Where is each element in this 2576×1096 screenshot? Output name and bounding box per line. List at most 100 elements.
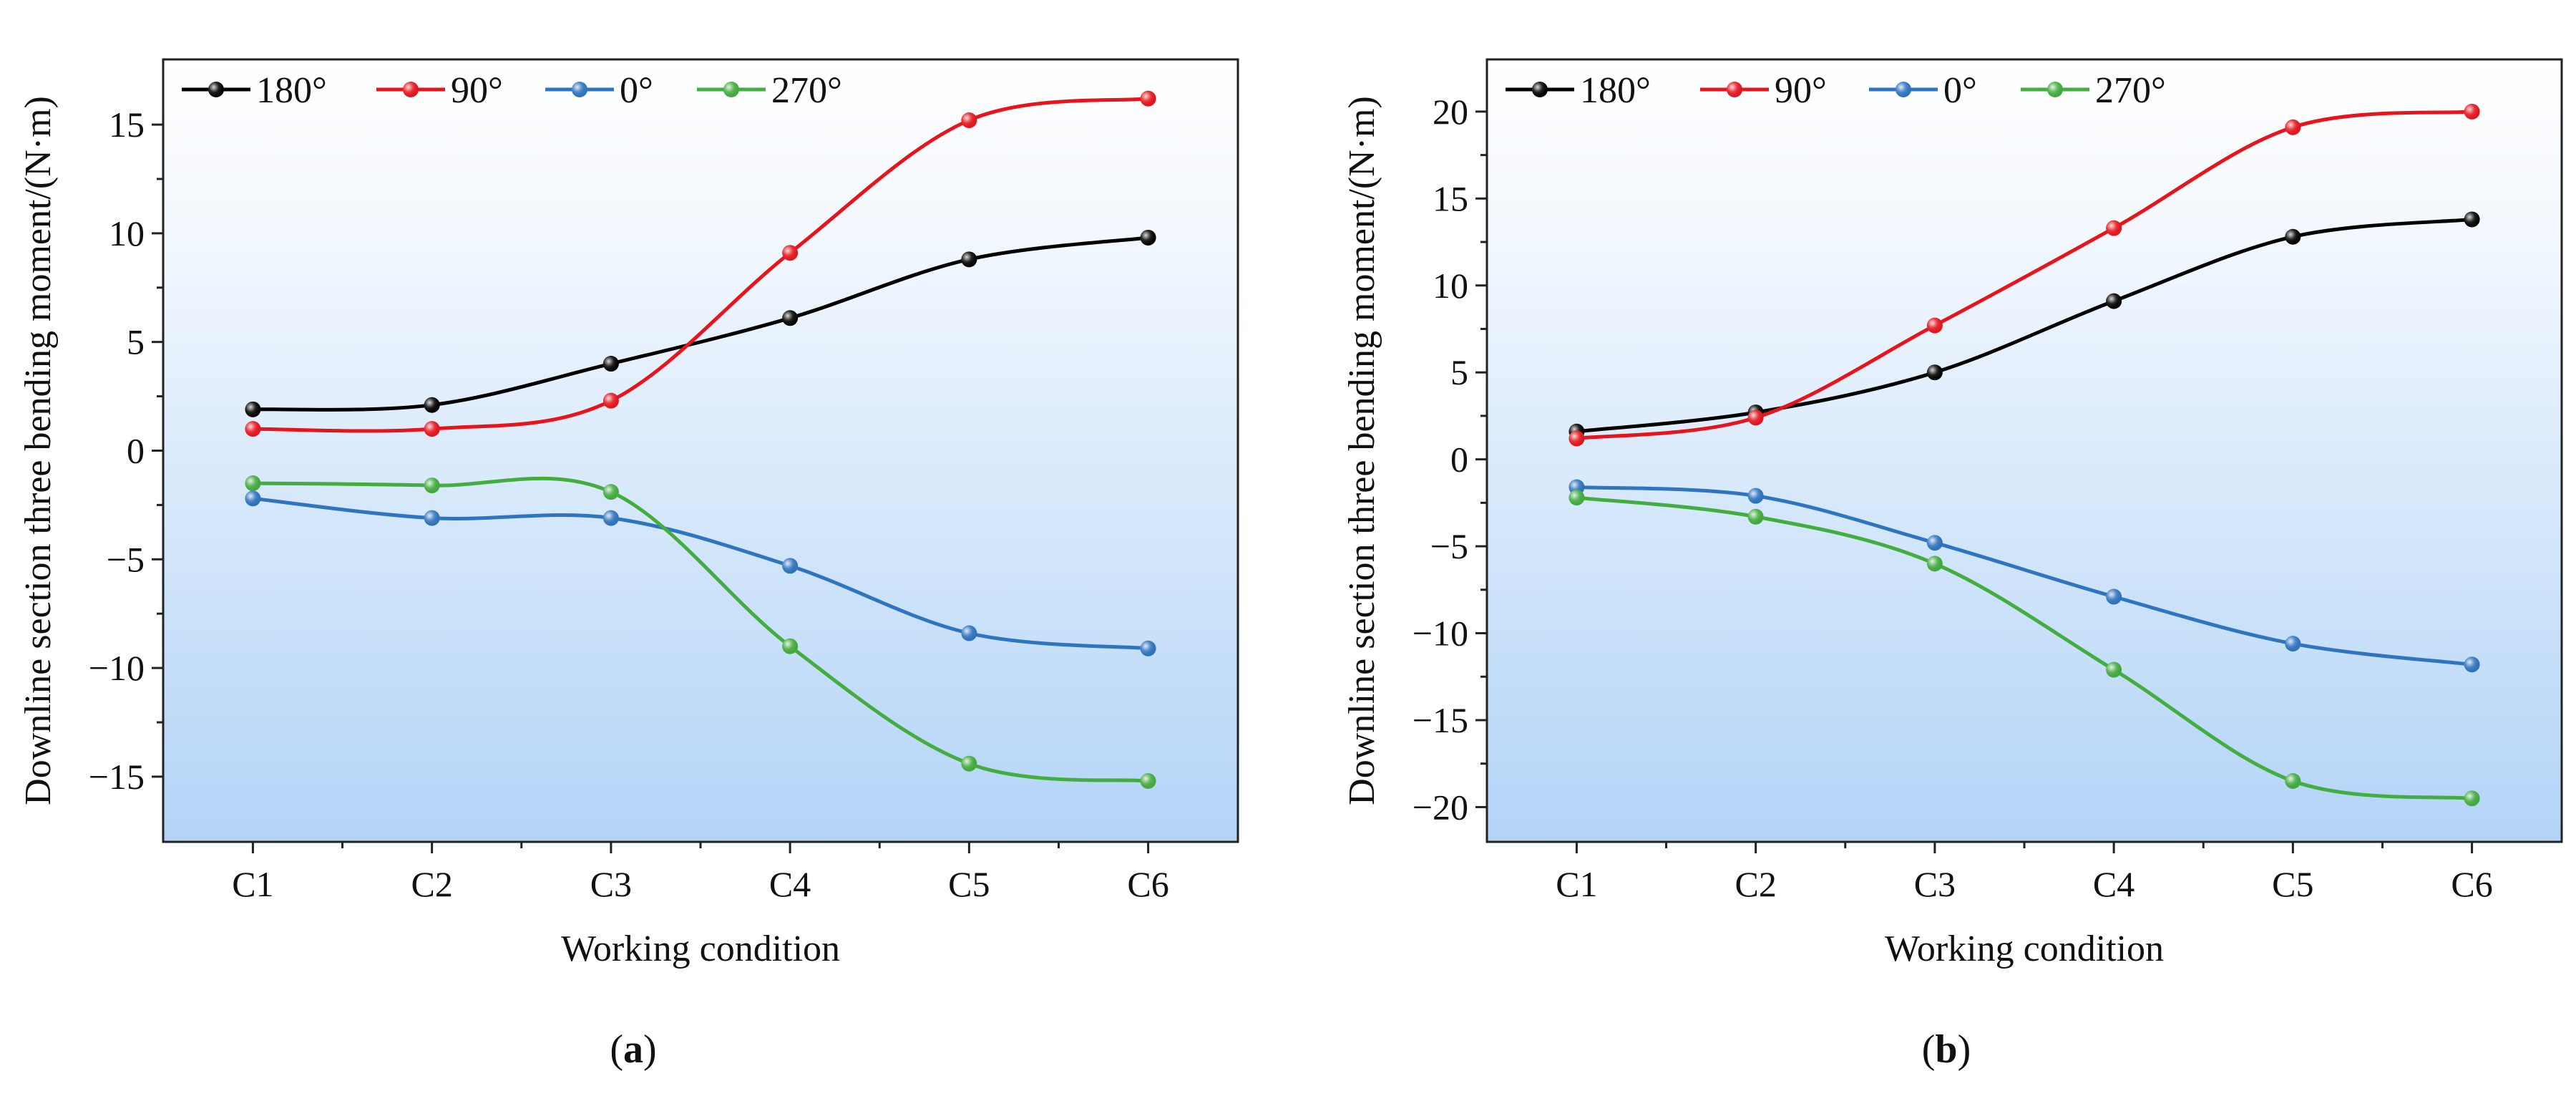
legend-label: 90° [451, 70, 503, 111]
y-tick-label: −15 [89, 757, 145, 797]
data-point-shine [245, 490, 261, 507]
data-point-shine [1140, 229, 1156, 246]
data-point-shine [424, 397, 440, 413]
legend-label: 270° [771, 70, 842, 111]
legend-label: 270° [2095, 70, 2166, 111]
series-3 [245, 475, 1156, 789]
y-tick-label: 10 [1433, 266, 1468, 306]
data-point-shine [2106, 293, 2122, 309]
legend-marker-shine [1532, 82, 1548, 97]
data-point-shine [782, 558, 799, 574]
panel-label-letter: b [1935, 1027, 1957, 1072]
legend-marker-shine [572, 82, 587, 97]
data-point-shine [424, 477, 440, 494]
y-axis: −15 −10 −5 0 5 10 15 [89, 105, 163, 797]
legend-label: 90° [1775, 70, 1827, 111]
data-point-shine [961, 112, 977, 129]
data-point-shine [782, 245, 799, 261]
data-point-shine [2285, 636, 2301, 652]
series-2 [1568, 479, 2480, 673]
x-axis: C1 C2 C3 C4 C5 C6 [232, 842, 1169, 904]
data-point-shine [1140, 772, 1156, 789]
data-point-shine [782, 310, 799, 326]
panel-label-open: ( [1922, 1027, 1936, 1072]
data-point-shine [1926, 556, 1943, 572]
panel-label-close: ) [643, 1027, 657, 1072]
legend-item: 180° [182, 70, 327, 111]
y-tick-label: −10 [89, 648, 145, 688]
y-axis-title: Downline section three bending moment/(N… [1342, 96, 1382, 805]
data-point-shine [2106, 588, 2122, 605]
panel-label-close: ) [1958, 1027, 1971, 1072]
series-line [1574, 485, 2474, 666]
legend-label: 180° [1580, 70, 1651, 111]
data-point-shine [1926, 364, 1943, 381]
legend-marker-shine [1896, 82, 1911, 97]
plot-area [163, 59, 1238, 842]
legend-item: 270° [2021, 70, 2166, 111]
y-axis-title: Downline section three bending moment/(N… [18, 96, 59, 805]
y-tick-label: 20 [1433, 92, 1468, 132]
legend-marker-shine [1727, 82, 1742, 97]
x-tick-label: C3 [1914, 864, 1956, 904]
data-point-shine [961, 755, 977, 772]
data-point-shine [1926, 317, 1943, 334]
data-point-shine [1747, 409, 1764, 426]
data-point-shine [2285, 228, 2301, 245]
data-point-shine [245, 475, 261, 492]
legend-marker-shine [403, 82, 419, 97]
y-tick-label: −5 [1430, 526, 1468, 566]
series-2 [245, 490, 1156, 656]
series-line [250, 496, 1151, 651]
series-line [1574, 218, 2474, 434]
data-point-shine [782, 638, 799, 654]
legend-item: 180° [1506, 70, 1651, 111]
x-tick-label: C4 [2093, 864, 2135, 904]
y-tick-label: 15 [1433, 178, 1468, 218]
data-point-shine [961, 625, 977, 641]
x-tick-label: C5 [948, 864, 990, 904]
x-tick-label: C1 [232, 864, 273, 904]
chart-panel-a: −15 −10 −5 0 5 10 15 C1 C2 C3 C4 C5 C6 Working condit… [18, 58, 1239, 1072]
x-tick-label: C2 [1735, 864, 1776, 904]
x-axis-title: Working condition [1885, 928, 2164, 969]
data-point-shine [2106, 661, 2122, 678]
legend-item: 0° [545, 70, 653, 111]
series-line [250, 97, 1151, 433]
y-tick-label: −5 [107, 539, 145, 579]
data-point-shine [1747, 508, 1764, 525]
legend-marker-shine [723, 82, 739, 97]
x-axis-title: Working condition [561, 928, 840, 969]
series-line [1574, 110, 2474, 440]
data-point-shine [1747, 488, 1764, 504]
data-point-shine [602, 392, 619, 409]
data-point-shine [1140, 90, 1156, 107]
x-tick-label: C6 [1127, 864, 1169, 904]
y-tick-label: 5 [1450, 352, 1468, 392]
data-point-shine [2464, 103, 2480, 120]
y-tick-label: −15 [1413, 700, 1468, 740]
y-tick-label: −20 [1413, 787, 1468, 827]
data-point-shine [1568, 490, 1585, 506]
legend: 180° 90° 0° 270° [1506, 70, 2166, 111]
data-point-shine [424, 421, 440, 437]
x-tick-label: C1 [1556, 864, 1597, 904]
data-point-shine [2106, 220, 2122, 236]
legend-label: 0° [1943, 70, 1977, 111]
data-point-shine [602, 356, 619, 372]
x-tick-label: C3 [590, 864, 632, 904]
data-point-shine [245, 421, 261, 437]
y-tick-label: −10 [1413, 614, 1468, 654]
legend-marker-shine [2047, 82, 2063, 97]
series-1 [245, 90, 1156, 437]
data-point-shine [245, 401, 261, 417]
y-tick-label: 0 [1450, 440, 1468, 480]
x-tick-label: C6 [2451, 864, 2492, 904]
x-tick-label: C5 [2272, 864, 2313, 904]
legend-label: 180° [256, 70, 327, 111]
legend-item: 0° [1869, 70, 1977, 111]
data-point-shine [602, 510, 619, 526]
y-tick-label: 0 [127, 431, 145, 471]
series-line [250, 236, 1151, 412]
